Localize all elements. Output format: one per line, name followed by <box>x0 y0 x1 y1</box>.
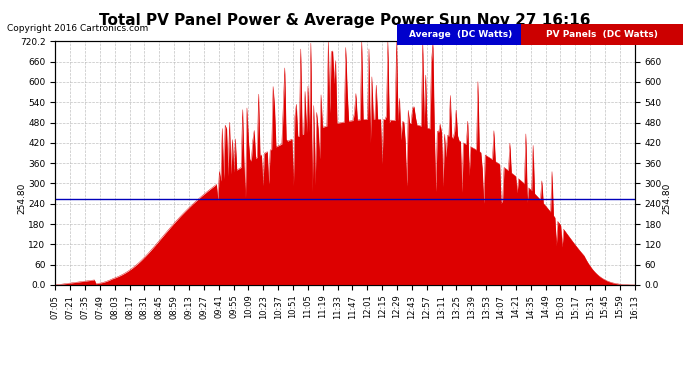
Text: Average  (DC Watts): Average (DC Watts) <box>409 30 512 39</box>
Text: Copyright 2016 Cartronics.com: Copyright 2016 Cartronics.com <box>7 24 148 33</box>
Text: 254.80: 254.80 <box>17 183 26 214</box>
Text: Total PV Panel Power & Average Power Sun Nov 27 16:16: Total PV Panel Power & Average Power Sun… <box>99 13 591 28</box>
Text: PV Panels  (DC Watts): PV Panels (DC Watts) <box>546 30 658 39</box>
Text: 254.80: 254.80 <box>662 183 671 214</box>
